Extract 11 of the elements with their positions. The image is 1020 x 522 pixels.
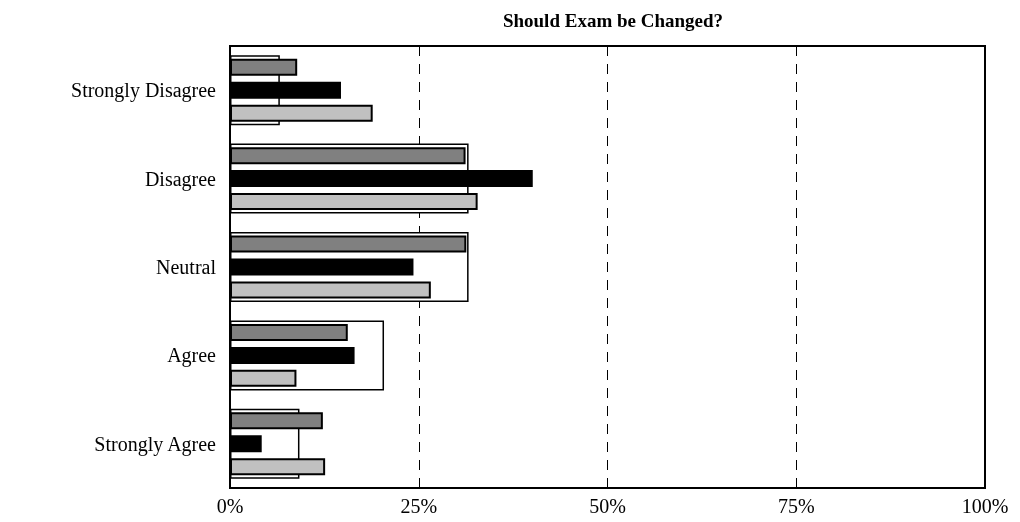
y-tick-label: Strongly Disagree xyxy=(71,79,217,103)
y-tick-label: Strongly Agree xyxy=(94,432,217,456)
x-tick-label: 100% xyxy=(961,495,1009,517)
chart-title: Should Exam be Changed? xyxy=(502,10,724,31)
x-tick-label: 0% xyxy=(216,495,244,517)
y-tick-label: Neutral xyxy=(156,256,217,278)
x-tick-label: 75% xyxy=(777,495,815,517)
x-tick-label: 25% xyxy=(400,495,438,517)
y-tick-label: Agree xyxy=(167,344,217,368)
x-tick-label: 50% xyxy=(589,495,626,517)
y-tick-label: Disagree xyxy=(144,167,217,191)
